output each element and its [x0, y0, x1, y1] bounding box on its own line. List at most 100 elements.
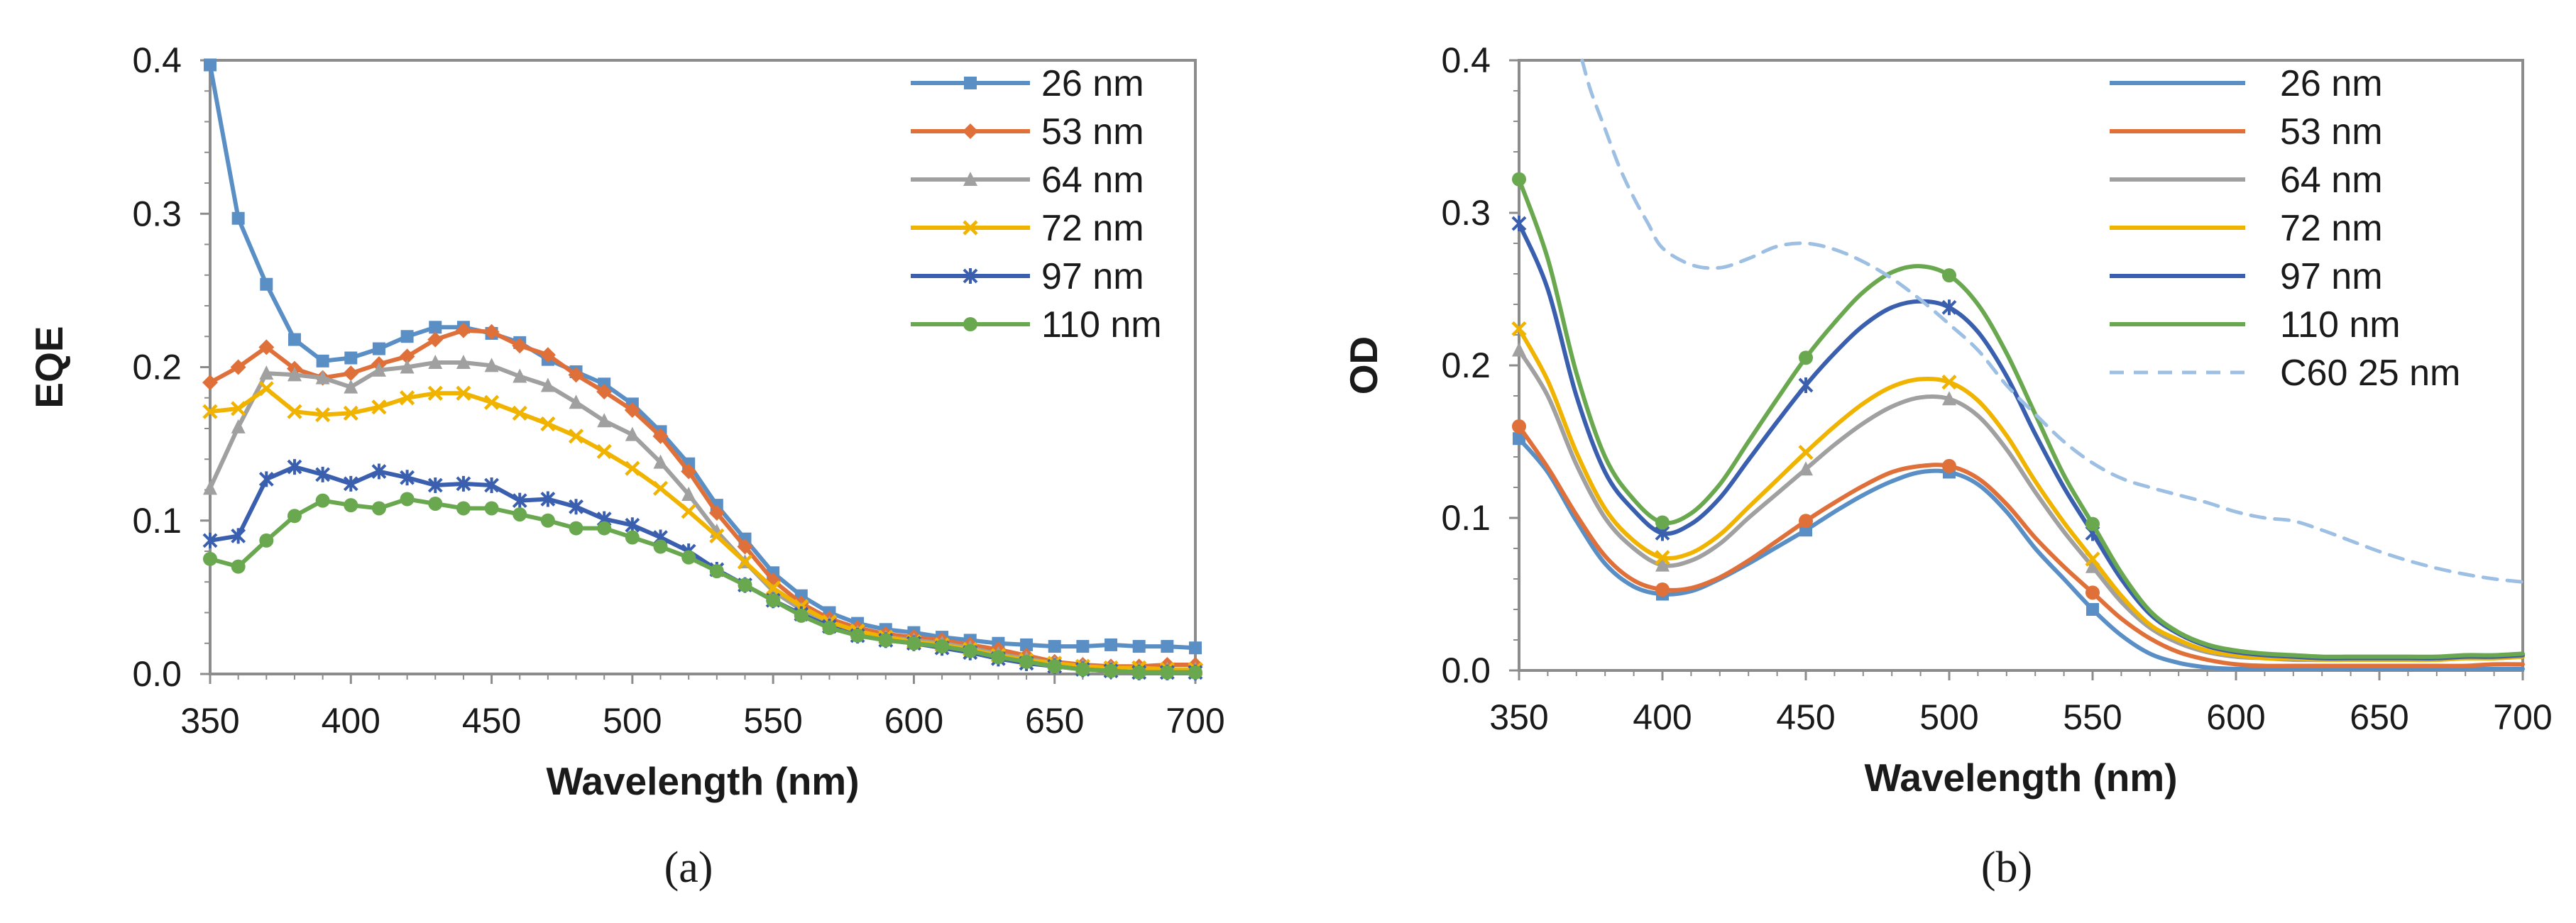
y-tick-label: 0.0: [132, 654, 182, 694]
data-point-64-nm: [513, 368, 527, 383]
x-tick-label: 550: [743, 701, 802, 741]
data-point-110-nm: [259, 533, 274, 548]
data-point-97-nm: [1798, 377, 1814, 393]
y-axis-title: EQE: [27, 326, 71, 408]
legend-label-53-nm: 53 nm: [2280, 111, 2383, 153]
data-point-110-nm: [203, 551, 217, 566]
data-point-110-nm: [850, 628, 865, 643]
data-point-53-nm: [427, 331, 444, 348]
data-point-72-nm: [400, 390, 415, 406]
data-point-72-nm: [596, 443, 612, 460]
data-point-72-nm: [427, 385, 443, 401]
data-point-72-nm: [343, 405, 358, 421]
data-point-26-nm: [400, 330, 414, 343]
data-point-97-nm: [427, 477, 443, 494]
data-point-110-nm: [1160, 665, 1175, 680]
data-point-53-nm: [1655, 582, 1670, 597]
y-tick-label: 0.2: [132, 348, 182, 387]
data-point-72-nm: [231, 401, 246, 416]
x-tick-label: 600: [2206, 697, 2265, 737]
legend-label-72-nm: 72 nm: [1041, 208, 1144, 249]
legend-label-72-nm: 72 nm: [2280, 208, 2383, 249]
data-point-72-nm: [512, 405, 527, 421]
data-point-110-nm: [2086, 516, 2100, 531]
data-point-110-nm: [1512, 172, 1526, 187]
data-point-110-nm: [1104, 663, 1119, 678]
data-point-97-nm: [512, 492, 527, 509]
legend-marker-64-nm: [963, 172, 977, 186]
x-axis-title: Wavelength (nm): [546, 759, 859, 803]
data-point-26-nm: [316, 354, 329, 367]
data-point-64-nm: [456, 355, 471, 370]
x-tick-label: 350: [1489, 697, 1548, 737]
chart-panel-b: 350 400 450 500 550 600 650 700 0.0 0.1 0.2 0.3 0.4 W…: [1342, 40, 2553, 892]
data-point-53-nm: [258, 339, 275, 355]
data-point-110-nm: [709, 564, 724, 579]
data-point-110-nm: [569, 521, 583, 536]
x-tick-label: 450: [1776, 697, 1835, 737]
data-point-110-nm: [400, 492, 415, 507]
data-point-26-nm: [1076, 640, 1090, 653]
data-point-97-nm: [569, 499, 583, 515]
data-point-64-nm: [1942, 391, 1956, 406]
data-point-64-nm: [231, 419, 246, 433]
data-point-64-nm: [1512, 342, 1526, 357]
y-tick-label: 0.4: [132, 40, 182, 80]
data-point-53-nm: [1942, 458, 1956, 473]
series-line-64-nm: [1517, 348, 2525, 663]
legend-label-26-nm: 26 nm: [1041, 63, 1144, 104]
data-point-97-nm: [540, 491, 556, 507]
data-point-53-nm: [399, 348, 415, 365]
data-point-64-nm: [344, 379, 358, 394]
data-point-64-nm: [1655, 557, 1670, 572]
legend-label-97-nm: 97 nm: [2280, 256, 2383, 297]
data-point-72-nm: [2085, 551, 2100, 567]
data-point-110-nm: [906, 636, 921, 651]
legend-marker-97-nm: [963, 268, 978, 284]
data-point-97-nm: [1941, 299, 1957, 316]
x-tick-label: 450: [462, 701, 521, 741]
data-point-64-nm: [484, 358, 499, 372]
data-point-53-nm: [624, 402, 640, 419]
x-tick-label: 650: [2350, 697, 2408, 737]
data-point-110-nm: [287, 509, 302, 524]
data-point-97-nm: [287, 459, 302, 475]
data-point-64-nm: [400, 359, 415, 374]
data-point-97-nm: [1511, 216, 1527, 232]
data-point-110-nm: [456, 501, 471, 516]
data-point-26-nm: [204, 58, 217, 72]
data-point-26-nm: [1161, 640, 1174, 653]
data-point-72-nm: [483, 394, 500, 410]
data-point-110-nm: [1655, 515, 1670, 530]
data-point-72-nm: [202, 404, 218, 419]
series-line-97-nm: [208, 465, 1197, 675]
x-tick-label: 500: [1919, 697, 1978, 737]
legend-label-26-nm: 26 nm: [2280, 63, 2383, 104]
data-point-110-nm: [513, 507, 527, 522]
data-point-72-nm: [765, 580, 781, 596]
data-point-72-nm: [540, 416, 556, 432]
data-point-53-nm: [737, 538, 753, 555]
series-line-110-nm: [1517, 177, 2525, 659]
legend-label-c60-25-nm: C60 25 nm: [2280, 353, 2460, 394]
data-point-110-nm: [1799, 350, 1813, 365]
data-point-110-nm: [1019, 654, 1034, 669]
series-line-53-nm: [1517, 424, 2525, 668]
data-point-64-nm: [2086, 558, 2100, 573]
data-point-53-nm: [681, 463, 697, 480]
data-point-97-nm: [315, 466, 331, 482]
y-tick-label: 0.0: [1441, 651, 1491, 690]
series-line-72-nm: [208, 386, 1197, 672]
data-point-72-nm: [709, 528, 725, 543]
data-point-53-nm: [539, 347, 556, 363]
data-point-110-nm: [315, 493, 330, 508]
y-tick-label: 0.1: [132, 501, 182, 541]
data-point-97-nm: [258, 471, 274, 487]
data-point-110-nm: [1131, 665, 1146, 680]
data-point-97-nm: [231, 528, 246, 544]
data-point-72-nm: [287, 404, 302, 419]
data-point-26-nm: [344, 351, 358, 365]
data-point-26-nm: [1105, 638, 1118, 651]
y-tick-label: 0.3: [132, 194, 182, 233]
data-point-53-nm: [343, 365, 359, 382]
